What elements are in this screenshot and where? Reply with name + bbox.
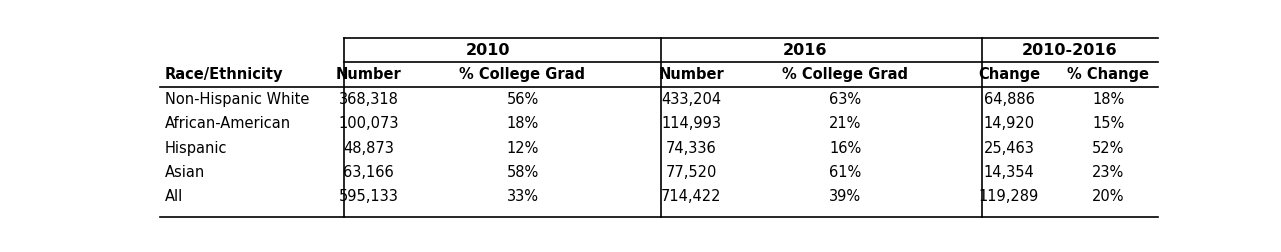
- Text: African-American: African-American: [165, 116, 291, 131]
- Text: 58%: 58%: [506, 165, 538, 180]
- Text: 368,318: 368,318: [338, 92, 398, 107]
- Text: 2016: 2016: [783, 43, 828, 58]
- Text: 2010-2016: 2010-2016: [1022, 43, 1118, 58]
- Text: 14,920: 14,920: [984, 116, 1035, 131]
- Text: Number: Number: [658, 67, 724, 82]
- Text: 64,886: 64,886: [984, 92, 1034, 107]
- Text: 20%: 20%: [1091, 190, 1125, 204]
- Text: 119,289: 119,289: [979, 190, 1039, 204]
- Text: Race/Ethnicity: Race/Ethnicity: [165, 67, 283, 82]
- Text: Hispanic: Hispanic: [165, 141, 228, 155]
- Text: Asian: Asian: [165, 165, 205, 180]
- Text: 2010: 2010: [465, 43, 510, 58]
- Text: 56%: 56%: [506, 92, 538, 107]
- Text: Number: Number: [336, 67, 401, 82]
- Text: 15%: 15%: [1093, 116, 1125, 131]
- Text: 33%: 33%: [506, 190, 538, 204]
- Text: 433,204: 433,204: [661, 92, 721, 107]
- Text: 114,993: 114,993: [661, 116, 721, 131]
- Text: Non-Hispanic White: Non-Hispanic White: [165, 92, 310, 107]
- Text: 714,422: 714,422: [661, 190, 721, 204]
- Text: 18%: 18%: [1093, 92, 1125, 107]
- Text: 77,520: 77,520: [666, 165, 717, 180]
- Text: 12%: 12%: [506, 141, 539, 155]
- Text: 595,133: 595,133: [338, 190, 398, 204]
- Text: % Change: % Change: [1067, 67, 1149, 82]
- Text: 61%: 61%: [829, 165, 861, 180]
- Text: % College Grad: % College Grad: [460, 67, 585, 82]
- Text: 48,873: 48,873: [343, 141, 395, 155]
- Text: 21%: 21%: [829, 116, 861, 131]
- Text: 39%: 39%: [829, 190, 861, 204]
- Text: 25,463: 25,463: [984, 141, 1034, 155]
- Text: 16%: 16%: [829, 141, 861, 155]
- Text: % College Grad: % College Grad: [783, 67, 908, 82]
- Text: 63,166: 63,166: [343, 165, 395, 180]
- Text: 18%: 18%: [506, 116, 538, 131]
- Text: 74,336: 74,336: [666, 141, 716, 155]
- Text: 23%: 23%: [1093, 165, 1125, 180]
- Text: 100,073: 100,073: [338, 116, 398, 131]
- Text: 14,354: 14,354: [984, 165, 1034, 180]
- Text: 63%: 63%: [829, 92, 861, 107]
- Text: Change: Change: [977, 67, 1040, 82]
- Text: All: All: [165, 190, 183, 204]
- Text: 52%: 52%: [1091, 141, 1125, 155]
